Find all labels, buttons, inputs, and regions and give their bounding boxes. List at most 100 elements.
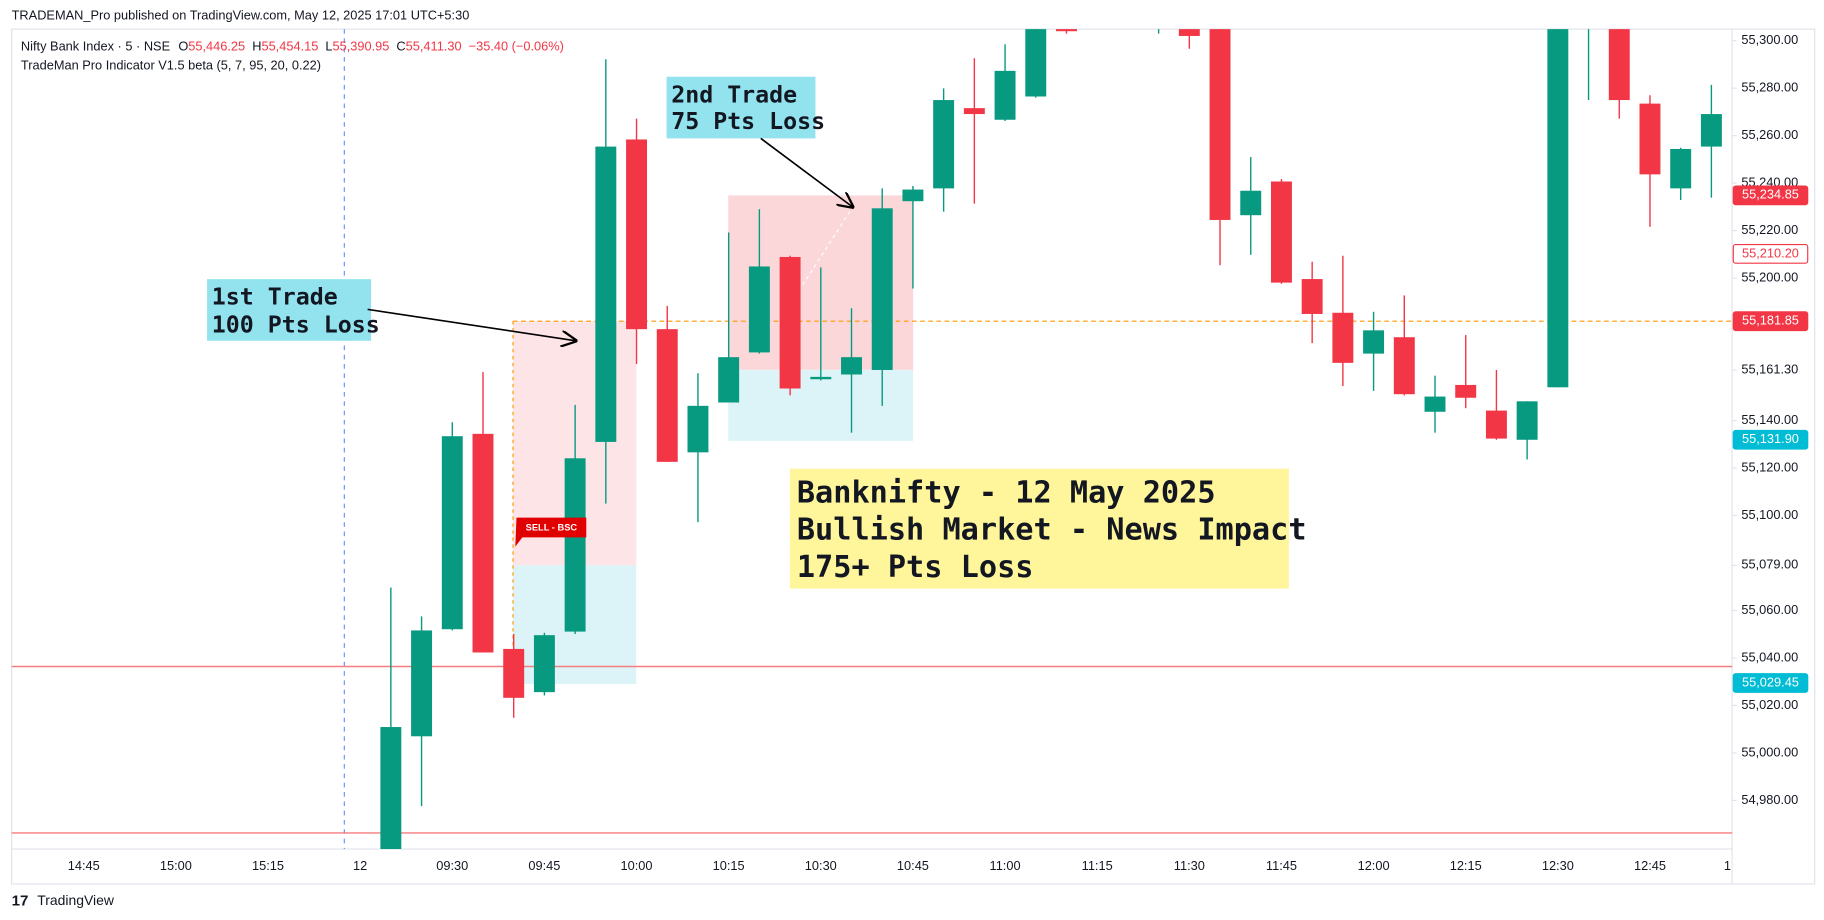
note-box — [207, 279, 372, 341]
candle-body — [1670, 148, 1692, 189]
x-tick-label: 1 — [1724, 858, 1731, 873]
y-tick-label: 55,280.00 — [1741, 80, 1798, 95]
candle-body — [963, 108, 985, 115]
ohlc-key: H — [252, 39, 261, 54]
x-tick-label: 12:45 — [1634, 858, 1666, 873]
candle-body — [1270, 181, 1292, 283]
x-tick-label: 10:30 — [805, 858, 837, 873]
candle-body — [748, 266, 770, 353]
note-line: 2nd Trade — [671, 81, 797, 108]
x-tick-label: 11:15 — [1082, 858, 1113, 873]
candle-body — [994, 70, 1016, 120]
candles — [380, 29, 1722, 850]
legend: Nifty Bank Index · 5 · NSE O55,446.25 H5… — [21, 39, 564, 73]
y-tick-label: 55,079.00 — [1741, 557, 1798, 572]
candle-body — [1547, 29, 1569, 388]
y-tick-label: 54,980.00 — [1741, 792, 1798, 807]
candle-body — [441, 436, 463, 630]
note-line: 1st Trade — [212, 284, 338, 311]
candle-body — [1608, 29, 1630, 101]
candle-body — [503, 648, 525, 698]
price-marker — [1732, 429, 1809, 450]
note-line: Banknifty - 12 May 2025 — [797, 475, 1216, 510]
price-marker — [1732, 673, 1809, 693]
candle-body — [1485, 410, 1507, 439]
ohlc-key: C — [396, 39, 405, 54]
candle-body — [810, 376, 832, 380]
candle-body — [1301, 279, 1323, 314]
y-tick-label: 55,120.00 — [1741, 459, 1798, 474]
x-tick-label: 11:30 — [1174, 858, 1205, 873]
candle-body — [1516, 401, 1538, 440]
price-marker — [1732, 311, 1809, 332]
brand: TradingView — [37, 892, 115, 908]
x-tick-label: 12:00 — [1358, 858, 1390, 873]
symbol: Nifty Bank Index · 5 · NSE — [21, 39, 170, 54]
trend-line — [802, 203, 856, 286]
change: −35.40 (−0.06%) — [469, 39, 564, 54]
annotation: 1st Trade 100 Pts Loss — [207, 279, 576, 341]
arrow — [367, 308, 576, 340]
candle-body — [626, 139, 648, 330]
footer: 17 TradingView — [12, 892, 115, 909]
indicator: TradeMan Pro Indicator V1.5 beta (5, 7, … — [21, 58, 321, 73]
note-line: 75 Pts Loss — [671, 108, 825, 135]
ohlc-key: O — [178, 39, 188, 54]
price-marker-label: 55,131.90 — [1742, 431, 1799, 446]
publish-info: TRADEMAN_Pro published on TradingView.co… — [12, 8, 470, 23]
candle-body — [1056, 29, 1077, 32]
signal-text: SELL - BSC — [526, 522, 578, 532]
arrow — [760, 137, 853, 207]
x-tick-label: 14:45 — [68, 858, 100, 873]
candle-body — [380, 727, 402, 850]
candle-body — [1455, 384, 1477, 398]
candle-body — [1025, 29, 1047, 97]
axes: 55,300.0055,280.0055,260.0055,240.0055,2… — [68, 32, 1809, 873]
x-tick-label: 15:00 — [160, 858, 192, 873]
y-tick-label: 55,220.00 — [1741, 222, 1798, 237]
levels — [11, 320, 1733, 834]
annotation: Banknifty - 12 May 2025 Bullish Market -… — [789, 468, 1307, 589]
candle-body — [1240, 190, 1262, 216]
price-marker-label: 55,181.85 — [1742, 313, 1799, 328]
y-tick-label: 55,020.00 — [1741, 697, 1798, 712]
candle-body — [472, 433, 494, 653]
ohlc-key: L — [325, 39, 332, 54]
candle-body — [1332, 312, 1354, 363]
note-line: 100 Pts Loss — [212, 312, 380, 339]
candle-body — [1209, 29, 1231, 220]
candle-body — [533, 635, 555, 693]
candle-body — [871, 208, 893, 370]
y-tick-label: 55,300.00 — [1741, 32, 1798, 47]
candle-body — [902, 189, 924, 202]
candle-body — [595, 146, 617, 442]
y-tick-label: 55,200.00 — [1741, 269, 1798, 284]
note-box — [666, 76, 816, 139]
x-tick-label: 12 — [353, 858, 367, 873]
logo: 17 — [12, 892, 29, 909]
candle-body — [564, 458, 586, 632]
note-line: Bullish Market - News Impact — [797, 513, 1307, 548]
candle-body — [933, 100, 955, 189]
candle-body — [718, 357, 740, 403]
candle-body — [1393, 337, 1415, 395]
x-tick-label: 10:45 — [897, 858, 929, 873]
y-tick-label: 55,040.00 — [1741, 649, 1798, 664]
candle-body — [687, 405, 709, 453]
price-marker — [1732, 244, 1809, 264]
x-tick-label: 09:45 — [528, 858, 560, 873]
price-marker-label: 55,234.85 — [1742, 187, 1799, 202]
candle-body — [1639, 103, 1661, 175]
candle-body — [1424, 396, 1446, 412]
candle-body — [779, 256, 801, 389]
annotation: 2nd Trade 75 Pts Loss — [666, 76, 853, 207]
y-tick-label: 55,100.00 — [1741, 507, 1798, 522]
candle-body — [1363, 330, 1385, 354]
ohlc-value: 55,446.25 — [188, 39, 245, 54]
x-tick-label: 11:45 — [1266, 858, 1297, 873]
y-tick-label: 55,140.00 — [1741, 412, 1798, 427]
x-tick-label: 15:15 — [252, 858, 284, 873]
price-marker-label: 55,210.20 — [1742, 245, 1799, 260]
